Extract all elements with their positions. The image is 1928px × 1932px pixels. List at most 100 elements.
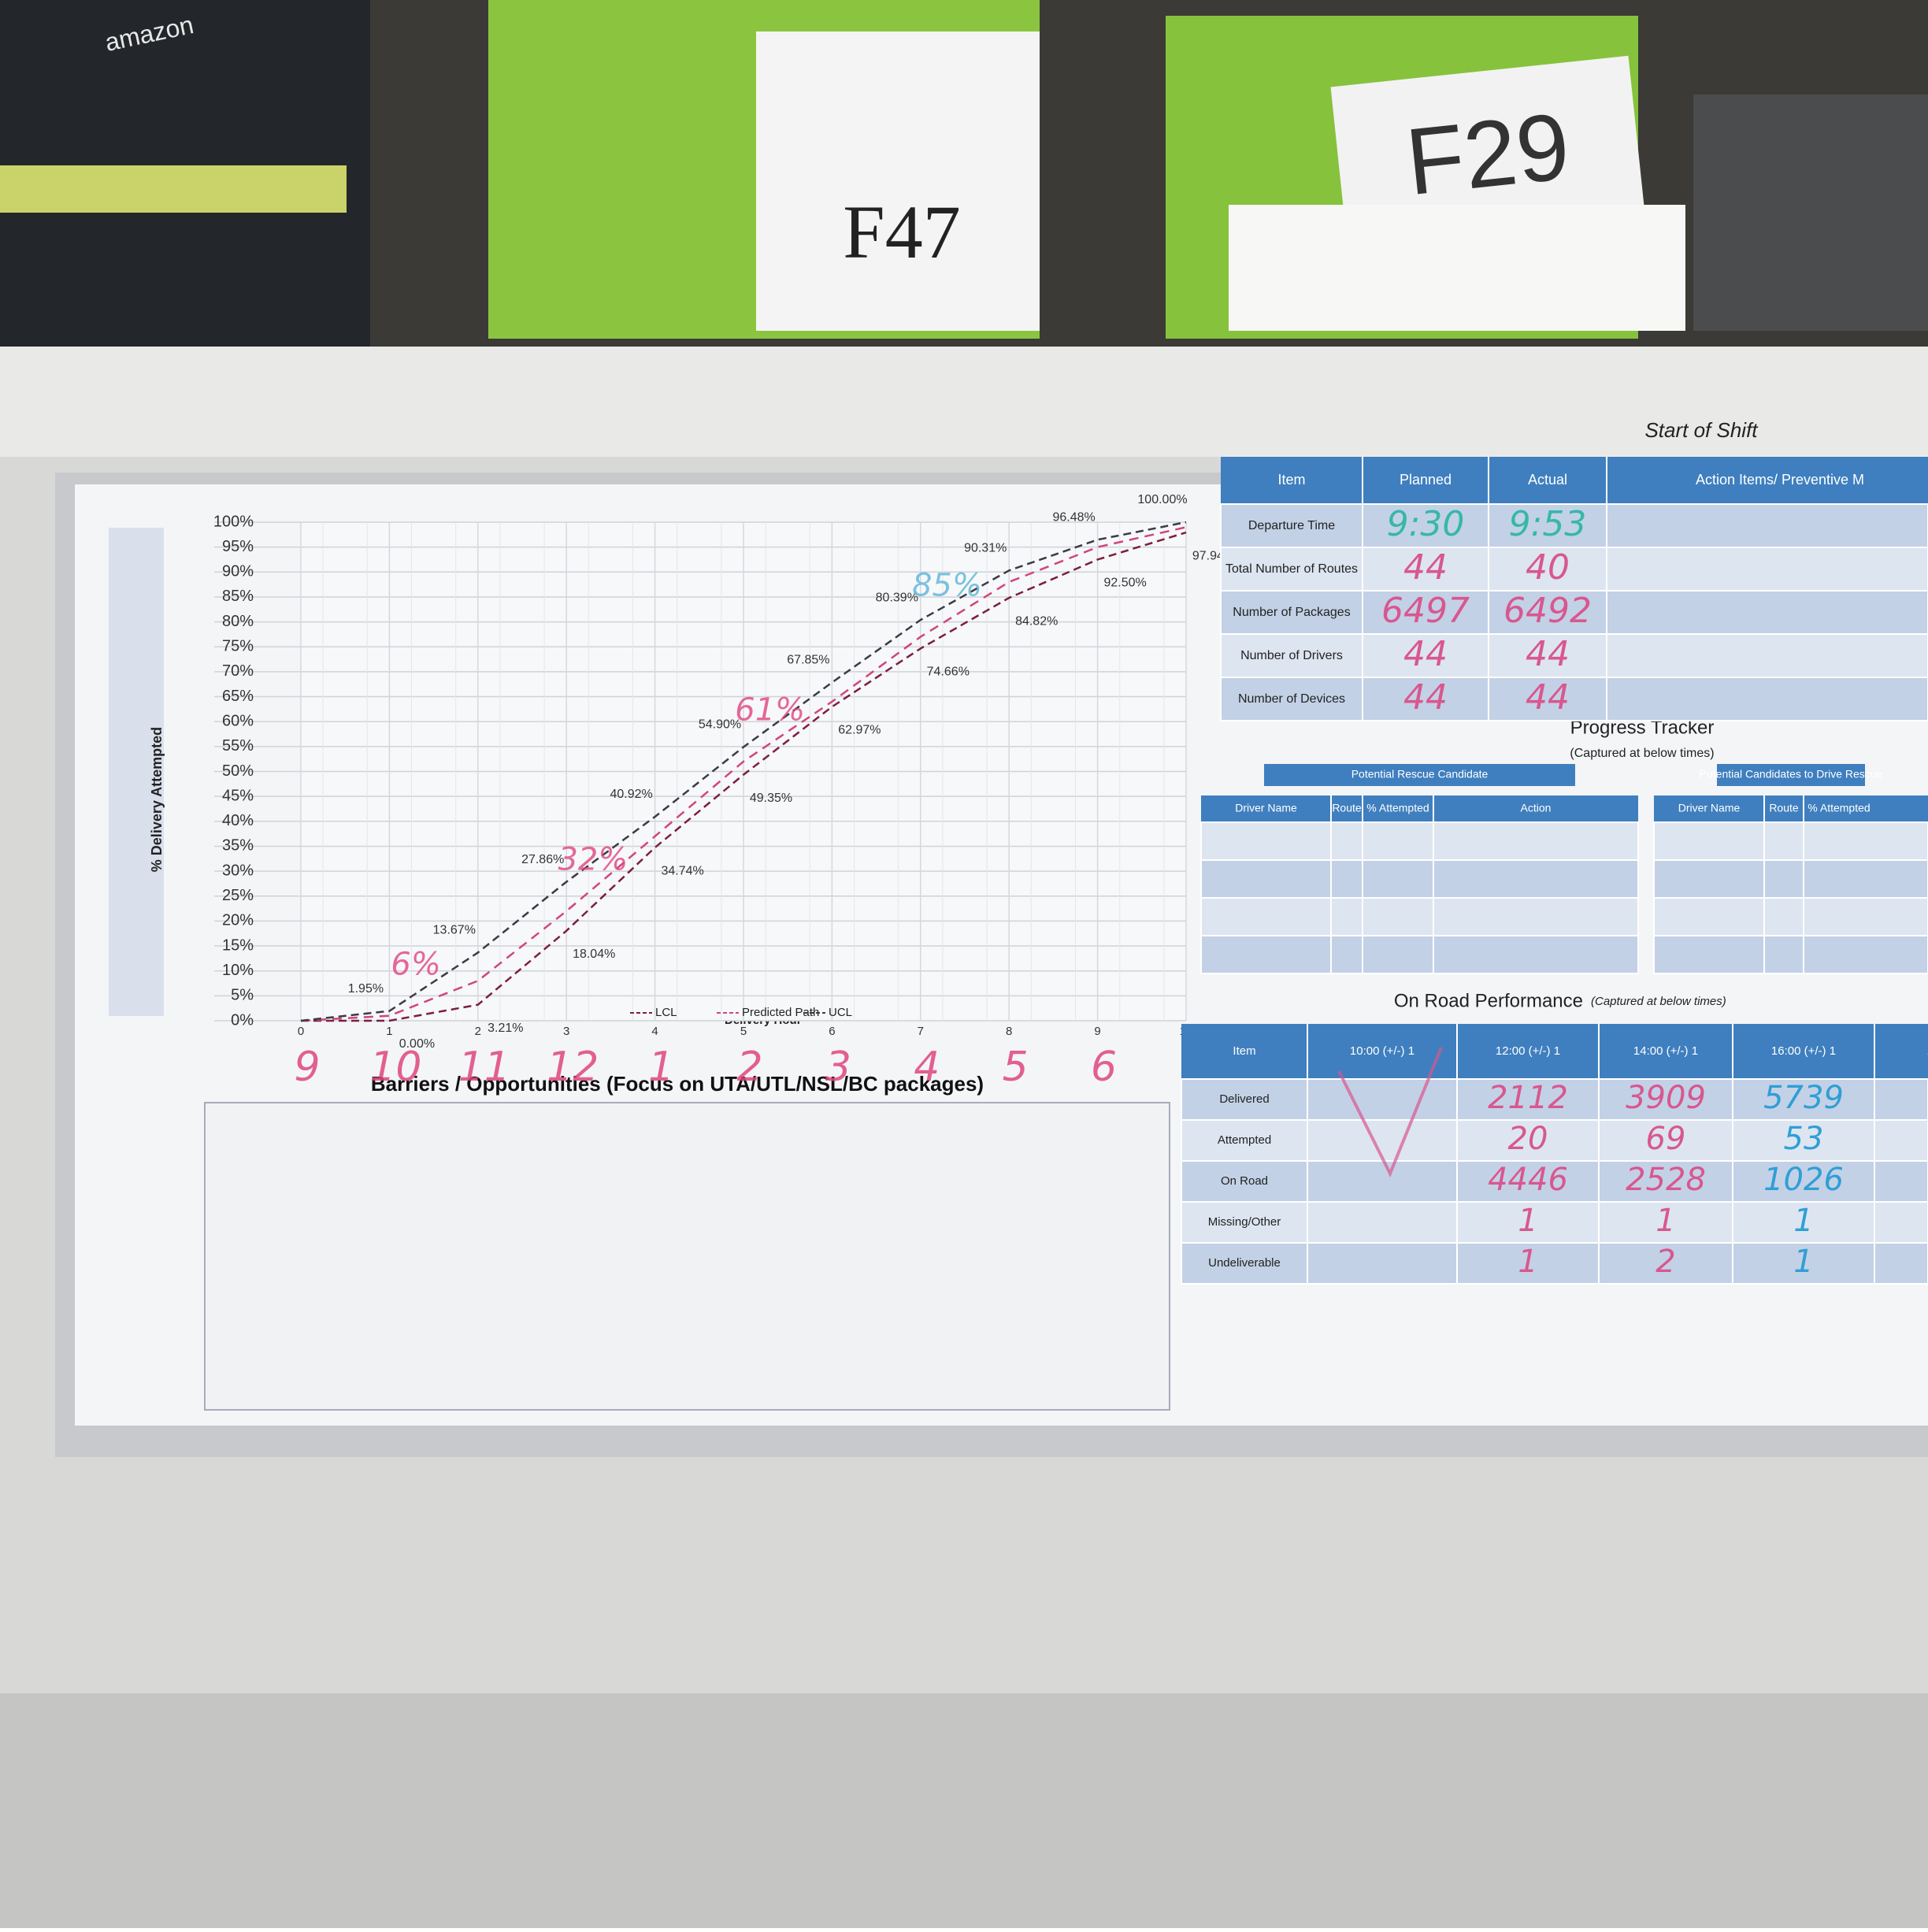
- table-row: [1200, 821, 1639, 861]
- handwritten-hour: 2: [736, 1044, 762, 1091]
- table-row: [1653, 897, 1928, 936]
- table-cell: 2112: [1488, 1080, 1568, 1116]
- data-label: 1.95%: [348, 982, 384, 996]
- series-line: [300, 526, 1187, 1022]
- data-label: 80.39%: [876, 591, 918, 604]
- legend-label: LCL: [655, 1006, 677, 1019]
- table-row: [1653, 821, 1928, 861]
- table-row: [1653, 859, 1928, 899]
- x-tick-label: 7: [918, 1025, 924, 1038]
- table-cell: 5739: [1763, 1080, 1844, 1116]
- y-tick-label: 40%: [222, 812, 254, 829]
- x-tick-label: 3: [563, 1025, 569, 1038]
- table-cell: % Attempted: [1366, 802, 1429, 814]
- table-cell: 12:00 (+/-) 1: [1496, 1044, 1560, 1058]
- table-row: [1220, 677, 1928, 721]
- table-cell: 2: [1655, 1244, 1675, 1280]
- table-cell: Potential Rescue Candidate: [1351, 768, 1489, 781]
- table-cell: Attempted: [1218, 1133, 1271, 1147]
- table-cell: 1: [1655, 1203, 1675, 1239]
- y-tick-label: 60%: [222, 712, 254, 729]
- table-header: [1201, 795, 1638, 822]
- data-label: 67.85%: [787, 654, 829, 667]
- series-line: [300, 521, 1187, 1022]
- y-tick-label: 50%: [222, 762, 254, 780]
- table-cell: 1: [1518, 1244, 1537, 1280]
- table-cell: 44: [1526, 677, 1570, 718]
- on-road-title: On Road Performance: [1394, 990, 1583, 1011]
- y-tick-label: 0%: [231, 1011, 254, 1029]
- table-cell: 6492: [1503, 591, 1592, 631]
- table-cell: Number of Drivers: [1240, 649, 1343, 662]
- table-cell: Item: [1277, 472, 1305, 488]
- table-row: [1181, 1119, 1928, 1162]
- table-header: [1654, 795, 1928, 822]
- data-label: 54.90%: [699, 718, 741, 732]
- table-cell: 18:00 (: [1927, 1044, 1928, 1058]
- table-row: [1653, 935, 1928, 974]
- table-cell: % Attempted: [1808, 802, 1870, 814]
- start-of-shift-title: Start of Shift: [1644, 418, 1759, 442]
- handwritten-hour: 1: [648, 1044, 674, 1091]
- x-tick-label: 6: [829, 1025, 835, 1038]
- table-cell: 2528: [1626, 1162, 1706, 1198]
- y-tick-label: 75%: [222, 638, 254, 655]
- paper-stack: [1229, 205, 1685, 331]
- x-tick-label: 2: [475, 1025, 481, 1038]
- data-label: 92.50%: [1103, 577, 1146, 590]
- binder-label: F47: [843, 190, 960, 274]
- table-row: [1181, 1242, 1928, 1285]
- y-tick-label: 15%: [222, 936, 254, 954]
- data-label: 3.21%: [488, 1022, 523, 1035]
- handwritten-mark: 32%: [558, 841, 628, 877]
- binder-label: F29: [1401, 93, 1574, 215]
- table-cell: 1: [1793, 1244, 1813, 1280]
- table-cell: 1: [1793, 1203, 1813, 1239]
- table-cell: 44: [1403, 634, 1448, 674]
- handwritten-mark: 85%: [912, 567, 982, 603]
- handwritten-hour: 5: [1003, 1044, 1029, 1091]
- barriers-title: Barriers / Opportunities (Focus on UTA/U…: [371, 1072, 984, 1096]
- table-cell: 53: [1784, 1121, 1824, 1157]
- y-tick-label: 45%: [222, 787, 254, 804]
- table-cell: 6497: [1381, 591, 1470, 631]
- y-tick-label: 95%: [222, 538, 254, 555]
- table-cell: Missing/Other: [1208, 1215, 1281, 1229]
- handwritten-hour: 11: [458, 1044, 510, 1091]
- table-cell: Undeliverable: [1208, 1256, 1281, 1270]
- table-row: [1181, 1078, 1928, 1121]
- x-tick-label: 8: [1006, 1025, 1012, 1038]
- progress-tracker-subtitle: (Captured at below times): [1570, 747, 1714, 760]
- table-cell: 44: [1403, 547, 1448, 588]
- table-cell: 1026: [1763, 1162, 1844, 1198]
- table-title-bar: [1264, 764, 1575, 786]
- handwritten-hour: 12: [547, 1044, 599, 1091]
- handwritten-hour: 10: [369, 1044, 421, 1091]
- y-tick-label: 20%: [222, 912, 254, 929]
- table-cell: Departure Time: [1248, 519, 1335, 532]
- table-row: [1200, 859, 1639, 899]
- y-tick-label: 65%: [222, 688, 254, 705]
- handwritten-hour: 9: [294, 1044, 320, 1091]
- y-tick-label: 80%: [222, 613, 254, 630]
- table-cell: 3909: [1626, 1080, 1706, 1116]
- tray: [1693, 95, 1928, 331]
- table-row: [1200, 935, 1639, 974]
- table-cell: 20: [1508, 1121, 1548, 1157]
- table-cell: Route: [1332, 802, 1362, 814]
- y-tick-label: 35%: [222, 837, 254, 855]
- handwritten-hour: 6: [1091, 1044, 1117, 1091]
- y-tick-label: 25%: [222, 887, 254, 904]
- table-cell: 69: [1646, 1121, 1686, 1157]
- legend-label: Predicted Path: [742, 1006, 819, 1019]
- binder-card: [756, 32, 1040, 331]
- data-label: 96.48%: [1052, 511, 1095, 525]
- on-road-subtitle: (Captured at below times): [1591, 995, 1726, 1008]
- table-cell: Number of Packages: [1233, 606, 1350, 619]
- table-cell: Potential Candidates to Drive Rescue: [1700, 768, 1883, 781]
- table-cell: Route: [1769, 802, 1799, 814]
- table-cell: Number of Devices: [1238, 692, 1345, 706]
- table-row: [1200, 897, 1639, 936]
